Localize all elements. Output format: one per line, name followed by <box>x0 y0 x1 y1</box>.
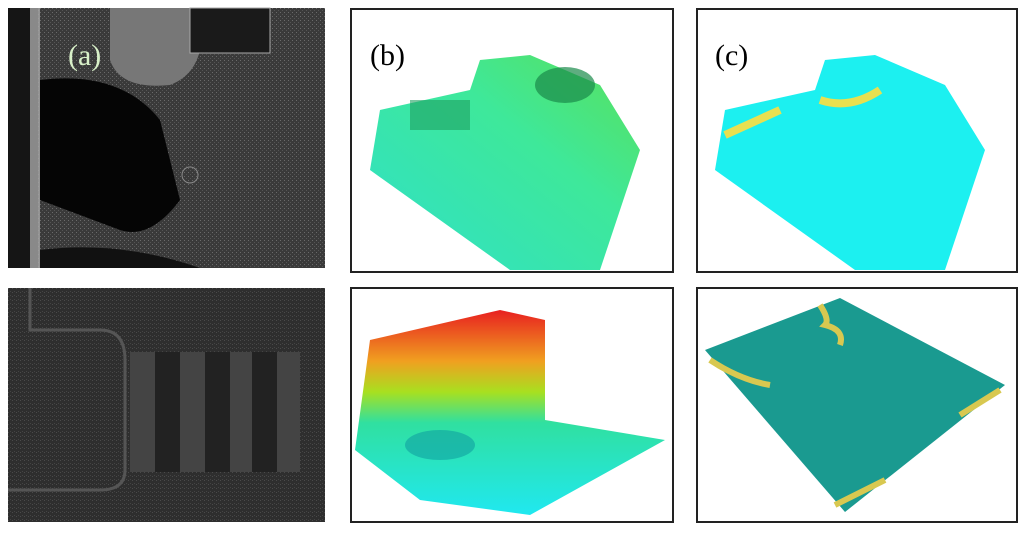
panel-b-top: (b) <box>350 8 674 273</box>
panel-a-bottom <box>8 288 325 522</box>
panel-label: (b) <box>370 39 405 72</box>
panel-label: (c) <box>715 39 748 72</box>
panel-label: (a) <box>68 39 101 72</box>
panel-c-top: (c) <box>696 8 1018 273</box>
panel-a-top: (a) <box>8 7 325 268</box>
panel-c-bottom <box>696 287 1018 523</box>
panel-b-bottom <box>350 287 674 523</box>
